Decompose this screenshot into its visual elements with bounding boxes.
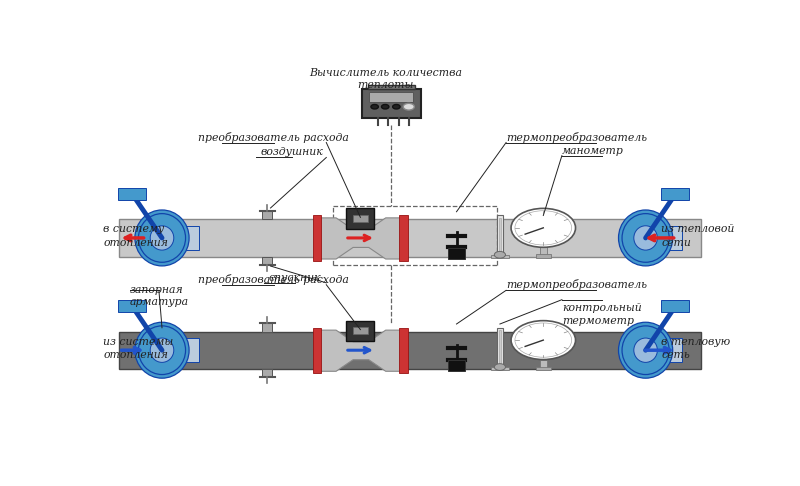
Bar	[262, 323, 272, 331]
Bar	[539, 247, 547, 257]
Circle shape	[382, 104, 389, 109]
Bar	[362, 88, 421, 118]
Bar	[490, 255, 510, 258]
Circle shape	[494, 251, 506, 258]
Ellipse shape	[135, 210, 189, 266]
Bar	[353, 327, 368, 334]
Bar	[313, 215, 322, 260]
Circle shape	[515, 211, 572, 245]
Ellipse shape	[634, 338, 658, 363]
Bar	[313, 328, 322, 373]
Bar	[118, 331, 702, 369]
Ellipse shape	[618, 210, 673, 266]
Text: манометр: манометр	[562, 146, 624, 156]
Bar	[369, 92, 413, 102]
Text: термопреобразователь: термопреобразователь	[506, 132, 647, 142]
Bar	[497, 215, 502, 257]
Circle shape	[403, 104, 414, 110]
Ellipse shape	[135, 322, 189, 378]
Text: преобразователь расхода: преобразователь расхода	[198, 132, 349, 142]
Bar	[539, 360, 547, 369]
Text: из системы
отопления: из системы отопления	[103, 337, 174, 360]
Bar	[661, 188, 690, 200]
Bar	[536, 254, 550, 258]
Bar	[622, 338, 635, 363]
Bar	[669, 338, 682, 363]
Bar	[118, 188, 146, 200]
Text: в систему
отопления: в систему отопления	[103, 225, 168, 248]
Bar	[346, 321, 374, 341]
Text: спускник: спускник	[269, 273, 322, 283]
Bar	[661, 300, 690, 312]
Bar	[399, 215, 408, 260]
Ellipse shape	[138, 214, 186, 262]
Bar	[497, 328, 502, 369]
Bar	[262, 211, 272, 219]
Bar	[186, 226, 198, 250]
Text: воздушник: воздушник	[261, 147, 323, 157]
Text: контрольный
термометр: контрольный термометр	[562, 303, 642, 326]
Text: запорная
арматура: запорная арматура	[130, 285, 189, 307]
Ellipse shape	[150, 338, 174, 363]
Bar	[399, 328, 408, 373]
Ellipse shape	[618, 322, 673, 378]
Bar	[498, 218, 501, 253]
Text: термопреобразователь: термопреобразователь	[506, 279, 647, 290]
Bar	[353, 214, 368, 222]
Circle shape	[511, 321, 575, 360]
Circle shape	[494, 364, 506, 370]
Circle shape	[515, 323, 572, 357]
Bar	[498, 330, 501, 365]
Circle shape	[511, 208, 575, 247]
Bar	[622, 226, 635, 250]
Bar	[186, 338, 198, 363]
Text: из тепловой
сети: из тепловой сети	[661, 225, 734, 248]
Bar	[536, 366, 550, 370]
Circle shape	[371, 104, 378, 109]
Bar	[449, 360, 465, 371]
Ellipse shape	[138, 326, 186, 375]
Bar	[262, 369, 272, 377]
Text: в тепловую
сеть: в тепловую сеть	[661, 337, 730, 360]
Bar	[262, 257, 272, 265]
Bar	[118, 219, 702, 257]
Bar	[138, 338, 151, 363]
Ellipse shape	[150, 226, 174, 250]
Ellipse shape	[622, 326, 669, 375]
Bar	[449, 248, 465, 259]
Bar	[346, 208, 374, 229]
Bar	[138, 226, 151, 250]
Ellipse shape	[634, 226, 658, 250]
Text: Вычислитель количества
теплоты: Вычислитель количества теплоты	[309, 68, 462, 90]
Circle shape	[393, 104, 400, 109]
Ellipse shape	[622, 214, 669, 262]
Bar	[490, 367, 510, 370]
Bar	[118, 300, 146, 312]
Bar	[368, 85, 415, 88]
Text: преобразователь расхода: преобразователь расхода	[198, 274, 349, 285]
Bar	[669, 226, 682, 250]
